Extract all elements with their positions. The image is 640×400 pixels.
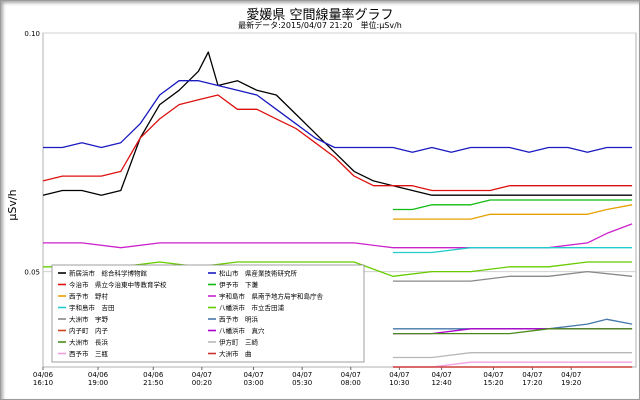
series-line-8 xyxy=(393,270,633,282)
x-tick-date: 04/06 xyxy=(88,371,109,379)
legend-item: 松山市 県産業技術研究所 xyxy=(219,268,298,277)
y-axis-ticks: 0.10 0.05 xyxy=(24,30,40,277)
x-tick-date: 04/07 xyxy=(341,371,361,379)
legend-item: 西予市 三瓶 xyxy=(69,349,109,358)
legend-item: 大洲市 宇野 xyxy=(69,314,109,323)
x-tick-date: 04/07 xyxy=(522,371,542,379)
series-lines xyxy=(42,51,633,368)
legend-item: 宇和島市 県南予地方局宇和島庁舎 xyxy=(219,291,324,300)
legend-item: 西予市 明浜 xyxy=(219,314,259,323)
legend-item: 内子町 内子 xyxy=(69,326,109,335)
legend-item: 伊方町 三崎 xyxy=(219,337,259,346)
legend-item: 新居浜市 総合科学博物館 xyxy=(69,268,148,277)
x-tick-date: 04/07 xyxy=(243,371,263,379)
x-tick-date: 04/07 xyxy=(292,371,312,379)
series-line-2 xyxy=(42,94,633,192)
y-tick-label: 0.10 xyxy=(24,30,40,38)
series-line-1 xyxy=(43,80,633,153)
legend-item: 大洲市 曲 xyxy=(219,349,252,358)
legend-item: 八幡浜市 市立舌田浦 xyxy=(219,303,285,312)
x-tick-time: 10:30 xyxy=(389,379,409,387)
x-tick-time: 16:10 xyxy=(33,379,53,387)
y-tick-label: 0.05 xyxy=(24,269,40,277)
series-line-12 xyxy=(393,328,633,335)
x-tick-time: 00:20 xyxy=(192,379,212,387)
x-tick-time: 21:50 xyxy=(143,379,163,387)
x-tick-time: 19:00 xyxy=(88,379,108,387)
series-line-3 xyxy=(393,199,633,211)
legend-item: 宇和島市 吉田 xyxy=(69,303,115,312)
legend-item: 大洲市 長浜 xyxy=(69,337,109,346)
y-axis-label: μSv/h xyxy=(6,189,19,220)
x-tick-date: 04/06 xyxy=(33,371,54,379)
x-tick-time: 19:20 xyxy=(561,379,581,387)
series-line-7 xyxy=(43,261,633,277)
x-tick-time: 12:40 xyxy=(431,379,451,387)
x-tick-time: 05:30 xyxy=(292,379,312,387)
x-tick-time: 17:20 xyxy=(522,379,542,387)
series-line-5 xyxy=(43,223,633,249)
series-line-13 xyxy=(393,352,633,359)
series-line-4 xyxy=(393,204,633,220)
x-tick-time: 15:20 xyxy=(483,379,503,387)
series-line-6 xyxy=(393,247,633,254)
x-tick-date: 04/07 xyxy=(431,371,451,379)
legend-item: 西予市 野村 xyxy=(69,291,109,300)
x-tick-date: 04/07 xyxy=(389,371,409,379)
x-tick-time: 08:00 xyxy=(341,379,361,387)
x-axis-ticks: 04/0616:1004/0619:0004/0621:5004/0700:20… xyxy=(33,367,581,387)
legend-item: 伊予市 下灘 xyxy=(219,280,259,289)
x-tick-date: 04/07 xyxy=(483,371,503,379)
legend-item: 今治市 県立今治東中等教育学校 xyxy=(69,280,167,289)
x-tick-date: 04/06 xyxy=(143,371,164,379)
x-tick-date: 04/07 xyxy=(561,371,581,379)
chart-title: 愛媛県 空間線量率グラフ xyxy=(246,8,394,23)
x-tick-date: 04/07 xyxy=(192,371,212,379)
x-tick-time: 03:00 xyxy=(243,379,263,387)
chart-subtitle: 最新データ:2015/04/07 21:20 単位:μSv/h xyxy=(238,21,402,30)
legend: 新居浜市 総合科学博物館 松山市 県産業技術研究所今治市 県立今治東中等教育学校伊… xyxy=(51,264,365,363)
legend-box xyxy=(51,264,365,363)
legend-item: 八幡浜市 真穴 xyxy=(219,326,265,335)
